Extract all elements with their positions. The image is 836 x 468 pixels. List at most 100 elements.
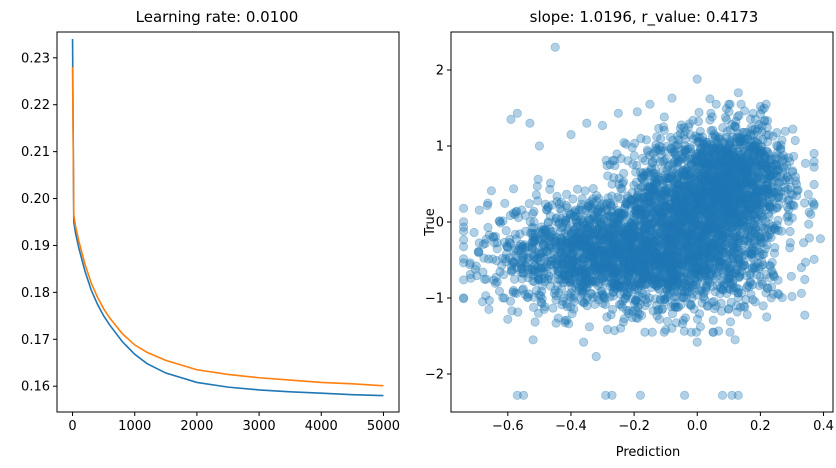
scatter-point: [634, 194, 644, 204]
scatter-point: [491, 272, 501, 282]
scatter-point: [523, 292, 533, 302]
scatter-point: [723, 199, 733, 209]
scatter-point: [753, 170, 763, 181]
scatter-point: [735, 190, 745, 200]
scatter-point: [602, 160, 612, 171]
scatter-point: [754, 247, 765, 257]
scatter-point: [670, 234, 681, 244]
scatter-point: [648, 208, 658, 219]
scatter-point: [501, 226, 511, 236]
scatter-point: [686, 144, 696, 154]
scatter-point: [760, 152, 770, 162]
scatter-point: [704, 225, 714, 235]
scatter-point: [767, 154, 777, 164]
scatter-point: [790, 172, 801, 182]
scatter-point: [700, 184, 711, 194]
scatter-point: [722, 229, 732, 240]
scatter-y-axis-label: True: [423, 208, 438, 237]
scatter-point: [590, 204, 600, 214]
scatter-point: [613, 208, 623, 218]
scatter-point: [628, 277, 639, 288]
scatter-point: [752, 181, 762, 191]
scatter-point: [666, 143, 676, 153]
scatter-point: [488, 232, 498, 242]
scatter-point: [677, 272, 687, 282]
scatter-point: [729, 236, 739, 246]
scatter-point: [639, 210, 649, 220]
scatter-point: [747, 279, 758, 290]
scatter-point: [640, 187, 650, 198]
learning-curve-x-tick-label: 3000: [243, 419, 276, 434]
scatter-point: [601, 206, 611, 216]
scatter-point: [696, 149, 707, 159]
scatter-point: [663, 221, 673, 231]
scatter-point: [662, 285, 672, 295]
scatter-point: [655, 212, 665, 222]
scatter-point: [494, 286, 505, 296]
scatter-point: [726, 254, 736, 264]
scatter-point: [699, 245, 709, 255]
scatter-point: [681, 147, 692, 157]
scatter-point: [732, 207, 742, 217]
scatter-point: [764, 162, 774, 172]
scatter-point: [719, 197, 729, 207]
scatter-point: [499, 237, 510, 248]
scatter-point: [713, 184, 723, 194]
scatter-point: [708, 239, 718, 249]
scatter-point: [737, 159, 747, 169]
scatter-point: [652, 222, 662, 232]
scatter-point: [725, 317, 736, 327]
scatter-point: [482, 200, 492, 211]
scatter-point: [715, 289, 725, 299]
scatter-point: [725, 135, 735, 145]
scatter-point: [577, 254, 588, 264]
scatter-point: [739, 301, 749, 311]
scatter-point: [694, 178, 704, 188]
scatter-point: [713, 187, 723, 197]
scatter-point: [667, 93, 677, 103]
scatter-point: [638, 281, 648, 291]
scatter-point: [767, 221, 778, 232]
scatter-point: [763, 187, 773, 197]
scatter-point: [624, 240, 634, 250]
scatter-point: [772, 128, 782, 138]
scatter-point: [700, 183, 710, 193]
scatter-point: [650, 198, 660, 208]
scatter-point: [668, 259, 678, 269]
scatter-point: [610, 265, 620, 275]
scatter-points: [458, 42, 826, 400]
scatter-point: [649, 279, 660, 289]
scatter-point: [565, 210, 576, 220]
scatter-point: [529, 217, 539, 227]
scatter-point: [594, 246, 604, 256]
scatter-point: [677, 203, 687, 213]
scatter-point: [661, 222, 672, 232]
scatter-point: [698, 177, 709, 187]
scatter-point: [727, 245, 738, 256]
scatter-point: [619, 282, 630, 292]
scatter-point: [807, 197, 818, 207]
scatter-point: [762, 312, 772, 322]
scatter-point: [707, 132, 718, 142]
scatter-point: [699, 176, 710, 186]
scatter-point: [648, 157, 658, 167]
scatter-point: [572, 237, 583, 247]
scatter-point: [697, 231, 708, 241]
scatter-point: [569, 266, 579, 276]
scatter-point: [530, 317, 540, 327]
scatter-point: [725, 99, 735, 109]
scatter-point: [732, 112, 743, 122]
scatter-point: [692, 337, 702, 347]
scatter-point: [568, 255, 579, 266]
scatter-point: [607, 179, 617, 189]
scatter-point: [680, 204, 690, 215]
scatter-point: [706, 108, 716, 118]
scatter-point: [759, 154, 769, 164]
scatter-point: [717, 200, 727, 210]
scatter-point: [708, 125, 718, 135]
scatter-point: [698, 178, 708, 188]
scatter-point: [689, 183, 699, 193]
scatter-point: [682, 200, 692, 210]
scatter-point: [710, 214, 720, 224]
scatter-point: [788, 166, 798, 176]
